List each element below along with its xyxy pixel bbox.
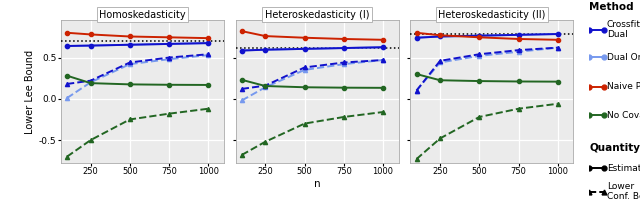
Title: Homoskedasticity: Homoskedasticity [99, 10, 186, 20]
Text: Naive Plug-in: Naive Plug-in [607, 82, 640, 91]
Text: Crossfit
Dual: Crossfit Dual [607, 20, 640, 39]
Text: No Covariates: No Covariates [607, 111, 640, 120]
Text: Lower
Conf. Bound: Lower Conf. Bound [607, 182, 640, 202]
Text: Dual Oracle: Dual Oracle [607, 53, 640, 62]
Title: Heteroskedasticity (II): Heteroskedasticity (II) [438, 10, 545, 20]
X-axis label: n: n [314, 179, 321, 189]
Text: Method: Method [589, 2, 634, 12]
Text: Quantity: Quantity [589, 143, 640, 153]
Title: Heteroskedasticity (I): Heteroskedasticity (I) [265, 10, 369, 20]
Y-axis label: Lower Lee Bound: Lower Lee Bound [25, 50, 35, 134]
Text: Estimator: Estimator [607, 164, 640, 173]
